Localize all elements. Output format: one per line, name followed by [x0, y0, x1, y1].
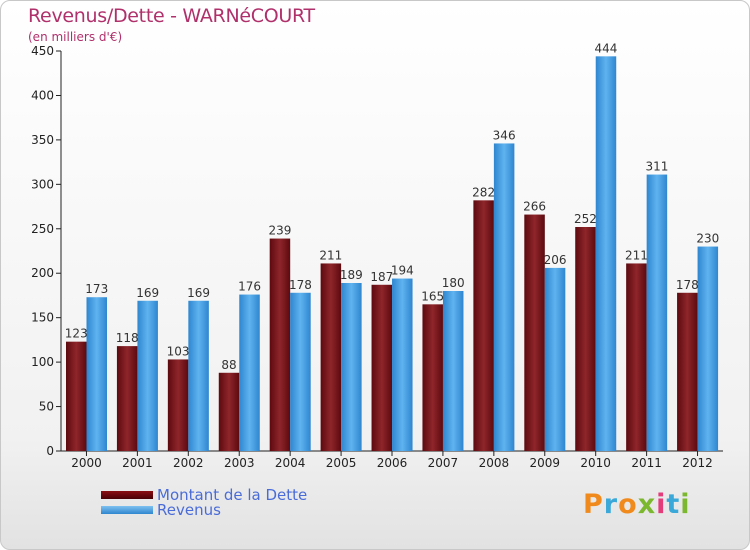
data-label-debt: 282	[472, 185, 495, 199]
data-label-debt: 103	[167, 344, 190, 358]
logo-letter: i	[656, 489, 667, 520]
data-label-debt: 211	[625, 248, 648, 262]
data-label-revenue: 444	[595, 41, 618, 55]
x-tick-label: 2007	[428, 456, 459, 470]
x-tick-label: 2000	[71, 456, 102, 470]
data-label-debt: 211	[319, 248, 342, 262]
legend-swatch-debt	[101, 490, 153, 499]
y-tick-label: 0	[46, 444, 54, 458]
y-tick-label: 100	[31, 355, 54, 369]
legend-item-revenue: Revenus	[101, 500, 307, 519]
bar-revenue	[646, 174, 668, 452]
data-label-debt: 187	[370, 270, 393, 284]
y-tick-label: 300	[31, 177, 54, 191]
data-label-revenue: 311	[645, 160, 668, 174]
data-label-revenue: 206	[544, 253, 567, 267]
data-label-revenue: 346	[493, 128, 516, 142]
data-label-debt: 165	[421, 289, 444, 303]
data-label-debt: 252	[574, 212, 597, 226]
bar-revenue	[697, 246, 719, 451]
data-label-debt: 118	[116, 331, 139, 345]
data-label-revenue: 178	[289, 278, 312, 292]
x-tick-label: 2003	[224, 456, 255, 470]
chart-subtitle: (en milliers d'€)	[28, 30, 123, 44]
y-tick-label: 350	[31, 133, 54, 147]
bar-revenue	[392, 278, 413, 451]
bar-debt	[167, 359, 189, 451]
legend-item-debt: Montant de la Dette	[101, 485, 308, 504]
y-tick-label: 200	[31, 266, 54, 280]
y-tick-label: 250	[31, 222, 54, 236]
x-tick-label: 2006	[377, 456, 408, 470]
data-label-revenue: 169	[136, 286, 159, 300]
bar-debt	[626, 263, 647, 451]
data-label-debt: 88	[221, 358, 236, 372]
chart-title: Revenus/Dette - WARNéCOURT	[28, 5, 315, 27]
bar-revenue	[442, 291, 464, 451]
bar-revenue	[493, 143, 515, 451]
bar-debt	[524, 214, 545, 451]
bar-revenue	[239, 294, 260, 451]
bar-revenue	[290, 292, 311, 451]
bar-debt	[677, 292, 698, 451]
data-label-revenue: 189	[340, 268, 363, 282]
x-tick-label: 2004	[275, 456, 306, 470]
x-tick-label: 2001	[122, 456, 153, 470]
data-label-revenue: 176	[238, 280, 261, 294]
logo-letter: i	[680, 489, 691, 520]
legend: Montant de la Dette Revenus	[101, 485, 308, 519]
data-label-revenue: 230	[696, 232, 719, 246]
legend-swatch-revenue	[101, 505, 153, 514]
data-label-debt: 123	[65, 327, 88, 341]
x-tick-label: 2010	[580, 456, 611, 470]
logo-letter: x	[637, 489, 657, 520]
bar-debt	[66, 341, 87, 451]
data-label-revenue: 194	[391, 264, 414, 278]
bar-debt	[116, 346, 138, 451]
logo-letter: P	[583, 489, 604, 520]
bar-revenue	[86, 297, 107, 451]
y-tick-label: 400	[31, 88, 54, 102]
data-label-debt: 266	[523, 200, 546, 214]
x-tick-label: 2008	[479, 456, 510, 470]
bar-revenue	[544, 267, 566, 451]
x-tick-label: 2009	[529, 456, 560, 470]
y-tick-label: 50	[39, 400, 54, 414]
bar-debt	[371, 284, 393, 451]
bar-revenue	[137, 300, 158, 451]
data-label-debt: 239	[268, 224, 291, 238]
bar-debt	[473, 200, 494, 451]
logo-letter: r	[603, 489, 619, 520]
logo-letter: o	[618, 489, 638, 520]
x-tick-label: 2002	[173, 456, 204, 470]
data-label-debt: 178	[676, 278, 699, 292]
bar-debt	[320, 263, 342, 451]
data-label-revenue: 173	[85, 282, 108, 296]
bar-revenue	[341, 283, 362, 451]
bar-debt	[575, 227, 596, 451]
x-tick-label: 2012	[682, 456, 713, 470]
legend-label-debt: Montant de la Dette	[157, 485, 308, 504]
y-tick-label: 150	[31, 311, 54, 325]
x-tick-label: 2011	[631, 456, 662, 470]
logo-letter: t	[666, 489, 681, 520]
bar-debt	[218, 372, 240, 451]
x-tick-label: 2005	[326, 456, 357, 470]
data-label-revenue: 180	[442, 276, 465, 290]
bar-revenue	[595, 56, 617, 451]
bar-debt	[422, 304, 443, 451]
bar-debt	[269, 238, 291, 451]
data-label-revenue: 169	[187, 286, 210, 300]
y-tick-label: 450	[31, 44, 54, 58]
proxiti-logo: Proxiti	[583, 489, 691, 520]
bar-revenue	[188, 300, 209, 451]
legend-label-revenue: Revenus	[157, 500, 221, 519]
